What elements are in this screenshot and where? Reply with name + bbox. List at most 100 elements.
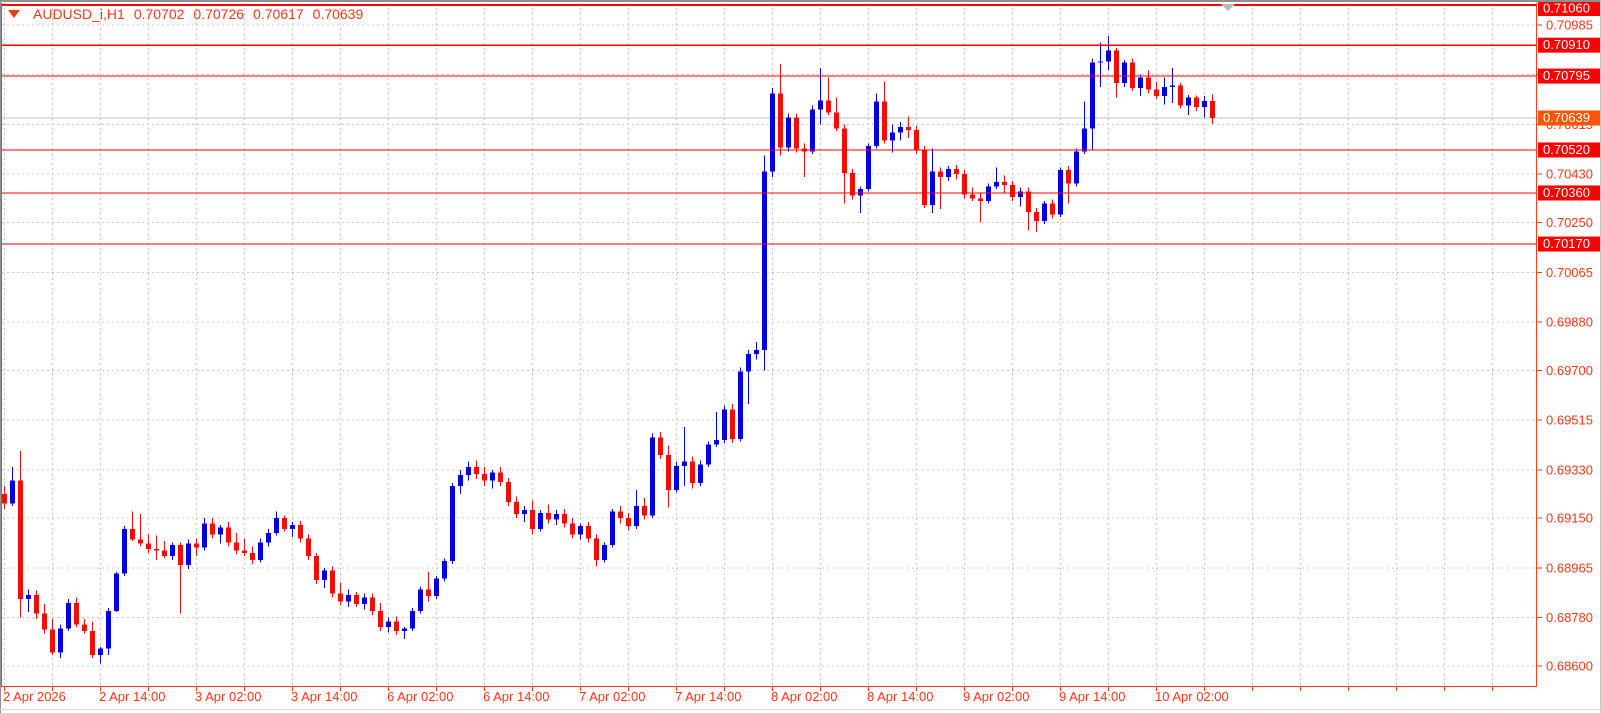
candle-body [690,461,695,484]
time-axis[interactable]: 2 Apr 2026 2 Apr 14:00 3 Apr 02:00 3 Apr 14… [3,687,1493,704]
candle-body [506,481,511,503]
candle-body [242,550,247,554]
candle-body [34,594,39,614]
candle-body [210,523,215,535]
svg-text:2 Apr 2026: 2 Apr 2026 [3,689,66,704]
candle-body [698,464,703,484]
candle-body [1058,170,1063,215]
candle-body [658,437,663,456]
candle-body [1210,101,1215,118]
candle-body [162,550,167,556]
candle-body [146,543,151,550]
candle-body [794,117,799,149]
chart-shift-marker-icon[interactable] [1221,4,1235,11]
svg-text:6 Apr 14:00: 6 Apr 14:00 [483,689,550,704]
candle-body [1146,77,1151,90]
candle-body [290,524,295,529]
candle-body [722,409,727,441]
candle-body [906,127,911,130]
candle-body [434,578,439,597]
svg-text:0.70795: 0.70795 [1543,68,1590,83]
candle-body [746,354,751,372]
svg-text:2 Apr 14:00: 2 Apr 14:00 [99,689,166,704]
svg-text:0.69330: 0.69330 [1546,462,1593,477]
candle-body [90,631,95,656]
candle-body [626,518,631,527]
candle-body [922,149,927,206]
candle-body [282,518,287,529]
candle-body [810,109,815,152]
candle-body [1186,97,1191,106]
svg-text:0.69515: 0.69515 [1546,413,1593,428]
svg-text:7 Apr 02:00: 7 Apr 02:00 [579,689,646,704]
candle-body [1098,61,1103,63]
candle-body [730,409,735,439]
candle-body [482,473,487,481]
candle-body [706,444,711,465]
price-level-label [1538,185,1601,201]
svg-text:3 Apr 02:00: 3 Apr 02:00 [195,689,262,704]
svg-text:8 Apr 14:00: 8 Apr 14:00 [867,689,934,704]
candle-body [962,174,967,195]
candle-body [498,472,503,482]
candle-body [106,610,111,649]
candle-body [130,528,135,540]
chart-header: AUDUSD_i,H1 0.70702 0.70726 0.70617 0.70… [8,6,363,22]
candle-body [362,597,367,605]
candle-body [650,437,655,516]
svg-text:0.70170: 0.70170 [1543,236,1590,251]
price-level-label [1538,37,1601,53]
candle-body [1162,86,1167,97]
candle-body [1066,170,1071,184]
svg-text:0.68600: 0.68600 [1546,659,1593,674]
candle-body [194,543,199,548]
ohlc-open-value: 0.70702 [133,6,185,22]
price-level-lines [2,3,1536,245]
candle-body [354,594,359,605]
candle-body [58,628,63,653]
candle-body [786,117,791,148]
candle-body [1018,191,1023,198]
candle-body [762,171,767,351]
plot-border [0,3,1537,687]
svg-text:0.70520: 0.70520 [1543,142,1590,157]
candle-body [1130,62,1135,89]
candle-body [778,93,783,148]
window-frame-top [0,0,1601,2]
candle-body [1090,62,1095,129]
candle-body [578,526,583,535]
candle-body [554,514,559,520]
candle-body [154,549,159,551]
candle-body [890,132,895,141]
one-click-trading-icon[interactable] [8,10,20,18]
candle-body [322,570,327,580]
candle-body [418,589,423,611]
candle-body [402,628,407,632]
candle-body [570,523,575,535]
svg-text:0.70639: 0.70639 [1543,110,1590,125]
candle-body [42,613,47,630]
svg-text:9 Apr 14:00: 9 Apr 14:00 [1059,689,1126,704]
candle-body [442,561,447,579]
current-price-label [1538,110,1601,126]
candle-body [1074,151,1079,184]
candle-body [602,545,607,560]
ohlc-close-value: 0.70639 [312,6,364,22]
candle-body [1122,62,1127,83]
candle-body [98,648,103,656]
candle-body [82,624,87,632]
candle-body [330,570,335,594]
price-axis[interactable]: 0.709850.708000.706150.704300.702500.700… [1537,1,1601,674]
candle-body [986,186,991,202]
candle-body [474,467,479,474]
candle-body [458,475,463,486]
candle-body [170,545,175,556]
candle-body [674,465,679,490]
svg-text:0.70985: 0.70985 [1546,18,1593,33]
candle-body [138,539,143,544]
svg-text:6 Apr 02:00: 6 Apr 02:00 [387,689,454,704]
candle-body [1114,50,1119,83]
svg-text:0.69700: 0.69700 [1546,363,1593,378]
